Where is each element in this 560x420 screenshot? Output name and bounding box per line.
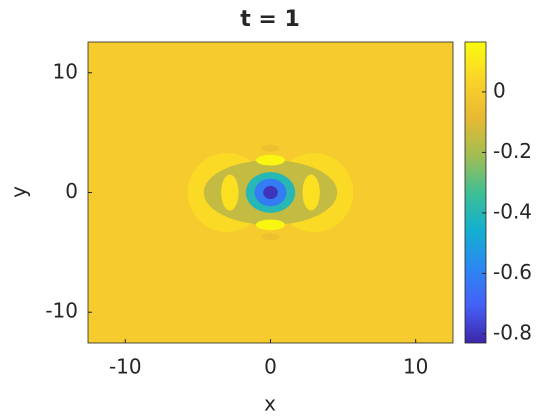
y-tick-label: 0 bbox=[65, 179, 78, 203]
field-level bbox=[302, 174, 320, 211]
field-level bbox=[255, 219, 286, 231]
x-tick-label: 0 bbox=[264, 355, 277, 379]
field-level bbox=[221, 174, 239, 211]
field-level bbox=[255, 154, 286, 166]
x-tick-label: 10 bbox=[403, 355, 428, 379]
colorbar-tick-label: -0.4 bbox=[493, 199, 532, 223]
colorbar-tick-label: -0.2 bbox=[493, 139, 532, 163]
colorbar-tick-label: -0.8 bbox=[493, 320, 532, 344]
field bbox=[88, 42, 453, 343]
colorbar bbox=[464, 41, 487, 344]
field-level bbox=[263, 185, 278, 200]
chart-title: t = 1 bbox=[240, 7, 300, 32]
field-level bbox=[261, 233, 280, 241]
x-tick-label: -10 bbox=[109, 355, 142, 379]
colorbar-tick-label: -0.6 bbox=[493, 260, 532, 284]
y-tick-label: -10 bbox=[45, 299, 78, 323]
field-level bbox=[261, 144, 280, 152]
colorbar-tick-label: 0 bbox=[493, 78, 506, 102]
x-axis-label: x bbox=[264, 392, 276, 416]
y-tick-label: 10 bbox=[53, 59, 78, 83]
y-axis-label: y bbox=[7, 186, 31, 198]
